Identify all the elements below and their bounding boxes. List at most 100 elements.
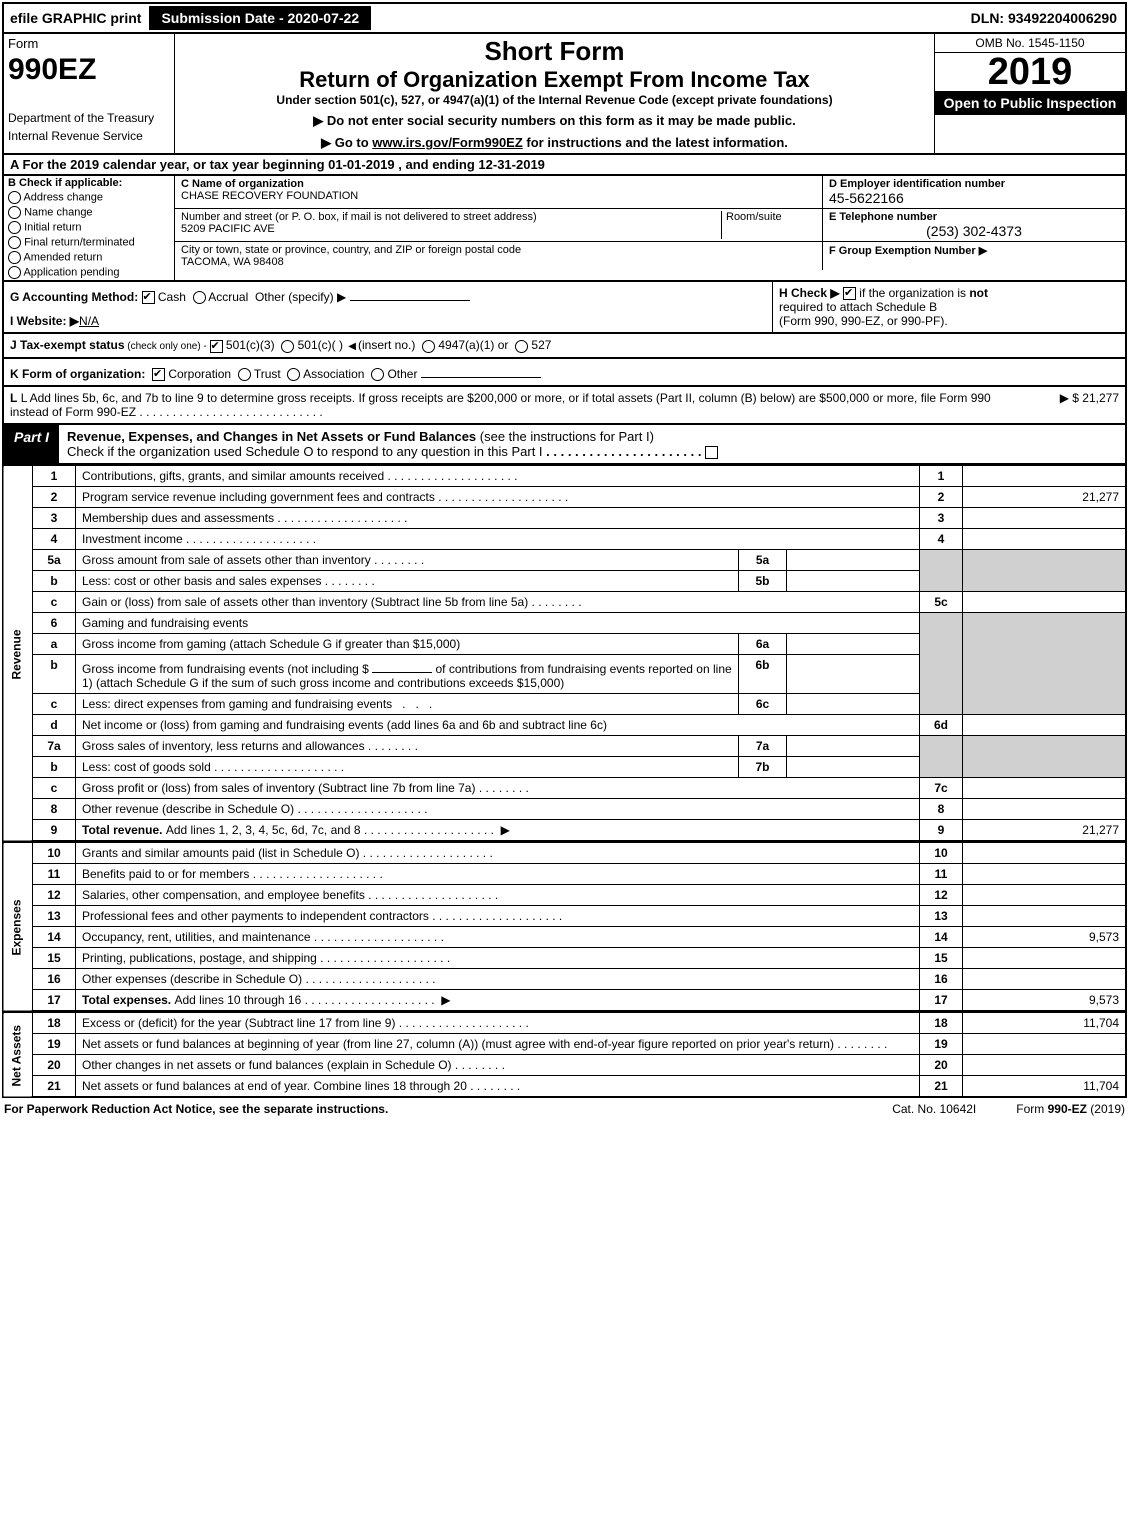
line-15-amt bbox=[963, 948, 1127, 969]
line-8-num: 8 bbox=[33, 799, 76, 820]
line-18-desc: Excess or (deficit) for the year (Subtra… bbox=[82, 1016, 395, 1030]
line-6b-subamt bbox=[787, 655, 920, 694]
lbl-address-change: Address change bbox=[23, 191, 103, 203]
part-1-label: Part I bbox=[4, 425, 59, 463]
line-12-ref: 12 bbox=[920, 885, 963, 906]
line-7c-desc: Gross profit or (loss) from sales of inv… bbox=[82, 781, 475, 795]
ein-value: 45-5622166 bbox=[829, 190, 1119, 206]
line-20-num: 20 bbox=[33, 1055, 76, 1076]
line-13-desc: Professional fees and other payments to … bbox=[82, 909, 429, 923]
irs-link[interactable]: www.irs.gov/Form990EZ bbox=[372, 135, 523, 150]
line-l: L L Add lines 5b, 6c, and 7b to line 9 t… bbox=[2, 387, 1127, 425]
j-sub: (check only one) - bbox=[125, 341, 210, 352]
col-b-head: B Check if applicable: bbox=[4, 176, 174, 190]
pra-notice: For Paperwork Reduction Act Notice, see … bbox=[4, 1102, 852, 1116]
line-3-num: 3 bbox=[33, 508, 76, 529]
part-1-paren: (see the instructions for Part I) bbox=[480, 429, 654, 444]
chk-501c3[interactable] bbox=[210, 340, 223, 353]
group-exemption-label: F Group Exemption Number ▶ bbox=[829, 244, 1119, 257]
revenue-table: Revenue 1 Contributions, gifts, grants, … bbox=[2, 465, 1127, 842]
line-6b-amount-input[interactable] bbox=[372, 658, 432, 673]
line-6b-num: b bbox=[33, 655, 76, 694]
line-7a-subnum: 7a bbox=[739, 736, 787, 757]
return-title: Return of Organization Exempt From Incom… bbox=[179, 67, 930, 93]
line-5c-num: c bbox=[33, 592, 76, 613]
line-6-desc: Gaming and fundraising events bbox=[82, 616, 248, 630]
line-19-desc: Net assets or fund balances at beginning… bbox=[82, 1037, 834, 1051]
website-value: N/A bbox=[79, 314, 99, 328]
lbl-final-return: Final return/terminated bbox=[24, 236, 135, 248]
chk-501c[interactable] bbox=[281, 340, 294, 353]
chk-cash[interactable] bbox=[142, 291, 155, 304]
line-2-amt: 21,277 bbox=[963, 487, 1127, 508]
line-6c-subamt bbox=[787, 694, 920, 715]
city-label: City or town, state or province, country… bbox=[181, 244, 816, 256]
section-expenses: Expenses bbox=[3, 843, 33, 1012]
line-6a-subamt bbox=[787, 634, 920, 655]
chk-accrual[interactable] bbox=[193, 291, 206, 304]
efile-label[interactable]: efile GRAPHIC print bbox=[4, 6, 147, 30]
chk-initial-return[interactable] bbox=[8, 221, 21, 234]
line-16-num: 16 bbox=[33, 969, 76, 990]
chk-other-org[interactable] bbox=[371, 368, 384, 381]
line-6-num: 6 bbox=[33, 613, 76, 634]
dept-treasury: Department of the Treasury bbox=[4, 109, 174, 127]
submission-date-button[interactable]: Submission Date - 2020-07-22 bbox=[149, 6, 371, 30]
line-16-ref: 16 bbox=[920, 969, 963, 990]
lbl-501c3: 501(c)(3) bbox=[226, 338, 275, 352]
other-method-input[interactable] bbox=[350, 286, 470, 301]
line-11-ref: 11 bbox=[920, 864, 963, 885]
line-4-num: 4 bbox=[33, 529, 76, 550]
line-6a-desc: Gross income from gaming (attach Schedul… bbox=[82, 637, 460, 651]
chk-amended-return[interactable] bbox=[8, 251, 21, 264]
line-10-num: 10 bbox=[33, 843, 76, 864]
line-18-ref: 18 bbox=[920, 1013, 963, 1034]
line-15-ref: 15 bbox=[920, 948, 963, 969]
ein-label: D Employer identification number bbox=[829, 178, 1119, 190]
chk-527[interactable] bbox=[515, 340, 528, 353]
chk-corporation[interactable] bbox=[152, 368, 165, 381]
chk-final-return[interactable] bbox=[8, 236, 21, 249]
other-org-input[interactable] bbox=[421, 363, 541, 378]
footer-form-year: (2019) bbox=[1087, 1102, 1125, 1116]
line-7b-subnum: 7b bbox=[739, 757, 787, 778]
h-text3: (Form 990, 990-EZ, or 990-PF). bbox=[779, 314, 948, 328]
chk-application-pending[interactable] bbox=[8, 266, 21, 279]
chk-trust[interactable] bbox=[238, 368, 251, 381]
chk-association[interactable] bbox=[287, 368, 300, 381]
line-16-desc: Other expenses (describe in Schedule O) bbox=[82, 972, 302, 986]
open-inspection: Open to Public Inspection bbox=[935, 91, 1125, 115]
line-10-amt bbox=[963, 843, 1127, 864]
chk-schedule-o-part1[interactable] bbox=[705, 446, 718, 459]
footer-form-number: 990-EZ bbox=[1048, 1102, 1087, 1116]
lbl-initial-return: Initial return bbox=[24, 221, 81, 233]
line-5c-desc: Gain or (loss) from sale of assets other… bbox=[82, 595, 528, 609]
line-2-desc: Program service revenue including govern… bbox=[82, 490, 435, 504]
lbl-cash: Cash bbox=[158, 290, 186, 304]
chk-schedule-b-not-required[interactable] bbox=[843, 287, 856, 300]
line-5c-ref: 5c bbox=[920, 592, 963, 613]
expenses-table: Expenses 10 Grants and similar amounts p… bbox=[2, 842, 1127, 1012]
line-7b-desc: Less: cost of goods sold bbox=[82, 760, 211, 774]
line-21-amt: 11,704 bbox=[963, 1076, 1127, 1098]
line-7a-subamt bbox=[787, 736, 920, 757]
line-11-desc: Benefits paid to or for members bbox=[82, 867, 249, 881]
org-name: CHASE RECOVERY FOUNDATION bbox=[181, 190, 816, 202]
chk-4947a1[interactable] bbox=[422, 340, 435, 353]
line-1-ref: 1 bbox=[920, 466, 963, 487]
k-label: K Form of organization: bbox=[10, 367, 145, 381]
line-6d-ref: 6d bbox=[920, 715, 963, 736]
chk-address-change[interactable] bbox=[8, 191, 21, 204]
street-value: 5209 PACIFIC AVE bbox=[181, 223, 721, 235]
line-9-desc: Add lines 1, 2, 3, 4, 5c, 6d, 7c, and 8 bbox=[166, 823, 361, 837]
notice2-prefix: ▶ Go to bbox=[321, 135, 372, 150]
chk-name-change[interactable] bbox=[8, 206, 21, 219]
line-17-desc-b: Total expenses. bbox=[82, 993, 174, 1007]
room-suite-label: Room/suite bbox=[721, 211, 816, 239]
h-text1: if the organization is bbox=[859, 286, 969, 300]
return-subtitle: Under section 501(c), 527, or 4947(a)(1)… bbox=[179, 93, 930, 107]
l-amount: ▶ $ 21,277 bbox=[999, 391, 1119, 419]
form-header: Form 990EZ Department of the Treasury In… bbox=[2, 34, 1127, 155]
line-19-num: 19 bbox=[33, 1034, 76, 1055]
line-18-amt: 11,704 bbox=[963, 1013, 1127, 1034]
